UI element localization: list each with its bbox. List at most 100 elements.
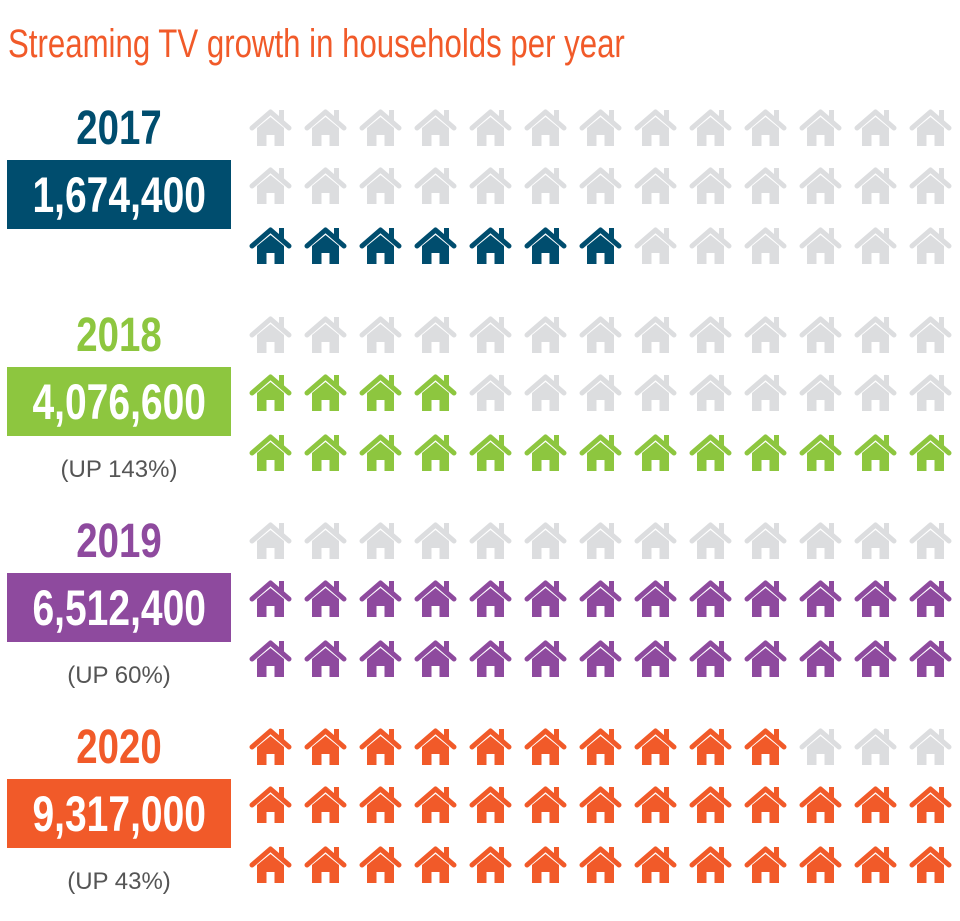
value-box: 1,674,400 bbox=[7, 160, 231, 229]
house-icon-empty bbox=[799, 167, 842, 204]
house-icon-empty bbox=[909, 316, 952, 353]
house-icon-filled bbox=[249, 374, 292, 411]
house-icon-empty bbox=[854, 728, 897, 765]
house-icon-empty bbox=[249, 109, 292, 146]
house-icon-empty bbox=[524, 167, 567, 204]
house-icon-empty bbox=[579, 374, 622, 411]
house-icon-empty bbox=[854, 167, 897, 204]
house-icon-filled bbox=[909, 640, 952, 677]
house-icon-filled bbox=[579, 580, 622, 617]
house-icon-filled bbox=[579, 434, 622, 471]
house-icon-filled bbox=[359, 640, 402, 677]
house-icon-empty bbox=[689, 522, 732, 559]
house-icon-empty bbox=[909, 167, 952, 204]
house-icon-empty bbox=[469, 109, 512, 146]
house-icon-empty bbox=[359, 167, 402, 204]
house-icon-empty bbox=[799, 374, 842, 411]
house-icon-filled bbox=[304, 227, 347, 264]
house-icon-empty bbox=[744, 167, 787, 204]
house-icon-filled bbox=[799, 434, 842, 471]
house-icon-filled bbox=[414, 374, 457, 411]
house-icon-empty bbox=[524, 522, 567, 559]
house-icon-filled bbox=[689, 580, 732, 617]
house-icon-filled bbox=[249, 728, 292, 765]
house-icon-empty bbox=[304, 522, 347, 559]
house-icon-empty bbox=[744, 374, 787, 411]
house-icon-filled bbox=[304, 434, 347, 471]
house-icon-empty bbox=[634, 109, 677, 146]
house-icon-empty bbox=[689, 374, 732, 411]
house-icon-filled bbox=[634, 846, 677, 883]
value-label: 9,317,000 bbox=[32, 785, 206, 842]
house-icon-empty bbox=[744, 227, 787, 264]
house-icon-filled bbox=[854, 580, 897, 617]
house-icon-empty bbox=[414, 167, 457, 204]
house-icon-filled bbox=[579, 786, 622, 823]
house-icon-empty bbox=[744, 316, 787, 353]
house-icon-filled bbox=[799, 580, 842, 617]
house-icon-empty bbox=[909, 522, 952, 559]
house-icon-empty bbox=[854, 522, 897, 559]
house-icon-empty bbox=[249, 522, 292, 559]
house-icon-filled bbox=[524, 580, 567, 617]
house-icon-filled bbox=[414, 640, 457, 677]
house-icon-filled bbox=[414, 580, 457, 617]
house-icon-empty bbox=[359, 316, 402, 353]
house-icon-filled bbox=[634, 728, 677, 765]
house-icon-filled bbox=[799, 786, 842, 823]
house-icon-filled bbox=[634, 640, 677, 677]
house-icon-empty bbox=[414, 316, 457, 353]
house-icon-filled bbox=[414, 786, 457, 823]
house-icon-filled bbox=[524, 434, 567, 471]
house-icon-empty bbox=[854, 109, 897, 146]
house-icon-empty bbox=[579, 109, 622, 146]
house-icon-filled bbox=[524, 227, 567, 264]
house-icon-empty bbox=[689, 227, 732, 264]
house-icon-filled bbox=[744, 580, 787, 617]
house-icon-empty bbox=[854, 374, 897, 411]
house-icon-empty bbox=[524, 316, 567, 353]
house-icon-empty bbox=[854, 316, 897, 353]
house-icon-filled bbox=[249, 227, 292, 264]
house-icon-filled bbox=[414, 434, 457, 471]
house-icon-filled bbox=[744, 786, 787, 823]
house-icon-filled bbox=[304, 786, 347, 823]
year-label: 2017 bbox=[76, 102, 162, 155]
value-box: 6,512,400 bbox=[7, 573, 231, 642]
house-icon-empty bbox=[799, 109, 842, 146]
house-icon-empty bbox=[634, 522, 677, 559]
house-icon-filled bbox=[744, 434, 787, 471]
house-icon-filled bbox=[909, 580, 952, 617]
change-label: (UP 60%) bbox=[67, 662, 171, 689]
house-icon-filled bbox=[854, 846, 897, 883]
house-icon-filled bbox=[909, 786, 952, 823]
value-label: 4,076,600 bbox=[32, 373, 206, 430]
house-icon-empty bbox=[634, 316, 677, 353]
house-icon-filled bbox=[524, 640, 567, 677]
house-icon-filled bbox=[689, 434, 732, 471]
house-icon-empty bbox=[304, 316, 347, 353]
house-icon-empty bbox=[799, 316, 842, 353]
house-icon-empty bbox=[634, 227, 677, 264]
house-icon-filled bbox=[414, 227, 457, 264]
change-label: (UP 43%) bbox=[67, 868, 171, 895]
house-icon-filled bbox=[909, 434, 952, 471]
house-icon-filled bbox=[744, 640, 787, 677]
value-box: 9,317,000 bbox=[7, 779, 231, 848]
house-icon-filled bbox=[469, 227, 512, 264]
house-icon-filled bbox=[579, 227, 622, 264]
house-icon-filled bbox=[799, 846, 842, 883]
house-icon-empty bbox=[249, 167, 292, 204]
house-icon-filled bbox=[304, 640, 347, 677]
house-icon-filled bbox=[634, 434, 677, 471]
house-icon-empty bbox=[579, 167, 622, 204]
house-icon-filled bbox=[249, 580, 292, 617]
house-icon-empty bbox=[414, 109, 457, 146]
house-icon-empty bbox=[689, 316, 732, 353]
year-label: 2020 bbox=[76, 721, 162, 774]
house-icon-empty bbox=[799, 728, 842, 765]
house-icon-filled bbox=[304, 580, 347, 617]
house-icon-empty bbox=[799, 227, 842, 264]
house-icon-empty bbox=[854, 227, 897, 264]
house-icon-filled bbox=[359, 434, 402, 471]
